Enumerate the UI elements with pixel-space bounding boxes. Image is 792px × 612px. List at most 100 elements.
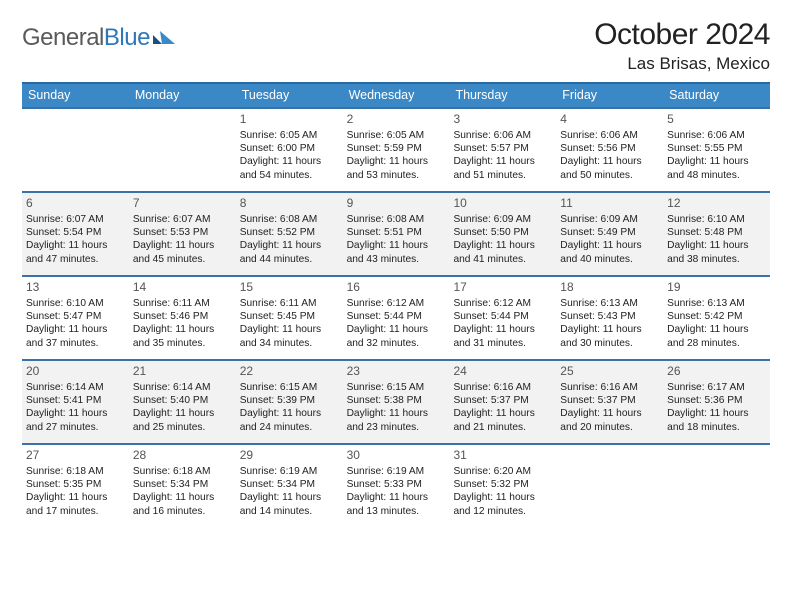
daylight-text: Daylight: 11 hours and 28 minutes. (667, 323, 766, 349)
location: Las Brisas, Mexico (594, 54, 770, 74)
day-number: 24 (453, 364, 552, 379)
daylight-text: Daylight: 11 hours and 27 minutes. (26, 407, 125, 433)
sunset-text: Sunset: 5:51 PM (347, 226, 446, 239)
day-number: 5 (667, 112, 766, 127)
month-title: October 2024 (594, 18, 770, 52)
header: GeneralBlue October 2024 Las Brisas, Mex… (22, 18, 770, 74)
sunset-text: Sunset: 5:50 PM (453, 226, 552, 239)
day-number: 22 (240, 364, 339, 379)
day-number: 15 (240, 280, 339, 295)
day-cell: 21Sunrise: 6:14 AMSunset: 5:40 PMDayligh… (129, 361, 236, 443)
daylight-text: Daylight: 11 hours and 25 minutes. (133, 407, 232, 433)
sunset-text: Sunset: 5:39 PM (240, 394, 339, 407)
daylight-text: Daylight: 11 hours and 44 minutes. (240, 239, 339, 265)
daylight-text: Daylight: 11 hours and 47 minutes. (26, 239, 125, 265)
title-block: October 2024 Las Brisas, Mexico (594, 18, 770, 74)
day-number: 21 (133, 364, 232, 379)
day-header: Sunday (22, 84, 129, 107)
sunset-text: Sunset: 5:44 PM (453, 310, 552, 323)
daylight-text: Daylight: 11 hours and 13 minutes. (347, 491, 446, 517)
sunset-text: Sunset: 5:45 PM (240, 310, 339, 323)
day-cell: 17Sunrise: 6:12 AMSunset: 5:44 PMDayligh… (449, 277, 556, 359)
sunrise-text: Sunrise: 6:19 AM (347, 465, 446, 478)
day-cell: 8Sunrise: 6:08 AMSunset: 5:52 PMDaylight… (236, 193, 343, 275)
sunrise-text: Sunrise: 6:08 AM (240, 213, 339, 226)
daylight-text: Daylight: 11 hours and 23 minutes. (347, 407, 446, 433)
day-cell (663, 445, 770, 527)
day-number: 9 (347, 196, 446, 211)
day-cell: 26Sunrise: 6:17 AMSunset: 5:36 PMDayligh… (663, 361, 770, 443)
day-cell: 28Sunrise: 6:18 AMSunset: 5:34 PMDayligh… (129, 445, 236, 527)
day-cell: 14Sunrise: 6:11 AMSunset: 5:46 PMDayligh… (129, 277, 236, 359)
day-number: 12 (667, 196, 766, 211)
day-number: 30 (347, 448, 446, 463)
sunset-text: Sunset: 5:55 PM (667, 142, 766, 155)
daylight-text: Daylight: 11 hours and 51 minutes. (453, 155, 552, 181)
logo-text-1: General (22, 24, 104, 52)
sunset-text: Sunset: 5:57 PM (453, 142, 552, 155)
day-cell: 23Sunrise: 6:15 AMSunset: 5:38 PMDayligh… (343, 361, 450, 443)
day-cell: 19Sunrise: 6:13 AMSunset: 5:42 PMDayligh… (663, 277, 770, 359)
day-cell: 16Sunrise: 6:12 AMSunset: 5:44 PMDayligh… (343, 277, 450, 359)
day-cell: 25Sunrise: 6:16 AMSunset: 5:37 PMDayligh… (556, 361, 663, 443)
sunset-text: Sunset: 5:34 PM (240, 478, 339, 491)
day-cell: 11Sunrise: 6:09 AMSunset: 5:49 PMDayligh… (556, 193, 663, 275)
day-number: 27 (26, 448, 125, 463)
sunrise-text: Sunrise: 6:13 AM (560, 297, 659, 310)
sunset-text: Sunset: 5:54 PM (26, 226, 125, 239)
sunset-text: Sunset: 5:34 PM (133, 478, 232, 491)
sunrise-text: Sunrise: 6:09 AM (453, 213, 552, 226)
daylight-text: Daylight: 11 hours and 32 minutes. (347, 323, 446, 349)
sunset-text: Sunset: 5:35 PM (26, 478, 125, 491)
daylight-text: Daylight: 11 hours and 48 minutes. (667, 155, 766, 181)
sunrise-text: Sunrise: 6:19 AM (240, 465, 339, 478)
day-cell: 20Sunrise: 6:14 AMSunset: 5:41 PMDayligh… (22, 361, 129, 443)
day-cell: 13Sunrise: 6:10 AMSunset: 5:47 PMDayligh… (22, 277, 129, 359)
sunset-text: Sunset: 5:59 PM (347, 142, 446, 155)
sunrise-text: Sunrise: 6:15 AM (347, 381, 446, 394)
week-row: 6Sunrise: 6:07 AMSunset: 5:54 PMDaylight… (22, 191, 770, 275)
week-row: 13Sunrise: 6:10 AMSunset: 5:47 PMDayligh… (22, 275, 770, 359)
day-cell: 24Sunrise: 6:16 AMSunset: 5:37 PMDayligh… (449, 361, 556, 443)
sunrise-text: Sunrise: 6:12 AM (347, 297, 446, 310)
sunset-text: Sunset: 5:42 PM (667, 310, 766, 323)
sunrise-text: Sunrise: 6:10 AM (667, 213, 766, 226)
calendar-body: 1Sunrise: 6:05 AMSunset: 6:00 PMDaylight… (22, 107, 770, 527)
day-header: Monday (129, 84, 236, 107)
day-number: 26 (667, 364, 766, 379)
daylight-text: Daylight: 11 hours and 34 minutes. (240, 323, 339, 349)
day-cell: 9Sunrise: 6:08 AMSunset: 5:51 PMDaylight… (343, 193, 450, 275)
daylight-text: Daylight: 11 hours and 17 minutes. (26, 491, 125, 517)
sunrise-text: Sunrise: 6:20 AM (453, 465, 552, 478)
logo-text-2: Blue (104, 24, 150, 52)
sunset-text: Sunset: 5:38 PM (347, 394, 446, 407)
sunset-text: Sunset: 5:36 PM (667, 394, 766, 407)
day-cell: 31Sunrise: 6:20 AMSunset: 5:32 PMDayligh… (449, 445, 556, 527)
day-cell: 10Sunrise: 6:09 AMSunset: 5:50 PMDayligh… (449, 193, 556, 275)
day-number: 2 (347, 112, 446, 127)
sunset-text: Sunset: 5:47 PM (26, 310, 125, 323)
sunrise-text: Sunrise: 6:06 AM (560, 129, 659, 142)
day-number: 16 (347, 280, 446, 295)
day-cell: 15 Sunrise: 6:11 AMSunset: 5:45 PMDayligh… (236, 277, 343, 359)
day-number: 28 (133, 448, 232, 463)
week-row: 1Sunrise: 6:05 AMSunset: 6:00 PMDaylight… (22, 107, 770, 191)
day-number: 19 (667, 280, 766, 295)
daylight-text: Daylight: 11 hours and 37 minutes. (26, 323, 125, 349)
sunrise-text: Sunrise: 6:11 AM (240, 297, 339, 310)
day-cell: 3Sunrise: 6:06 AMSunset: 5:57 PMDaylight… (449, 109, 556, 191)
day-cell: 12Sunrise: 6:10 AMSunset: 5:48 PMDayligh… (663, 193, 770, 275)
day-cell: 5Sunrise: 6:06 AMSunset: 5:55 PMDaylight… (663, 109, 770, 191)
day-number: 11 (560, 196, 659, 211)
sunrise-text: Sunrise: 6:09 AM (560, 213, 659, 226)
day-cell: 2Sunrise: 6:05 AMSunset: 5:59 PMDaylight… (343, 109, 450, 191)
daylight-text: Daylight: 11 hours and 31 minutes. (453, 323, 552, 349)
daylight-text: Daylight: 11 hours and 16 minutes. (133, 491, 232, 517)
logo: GeneralBlue (22, 24, 175, 52)
sunrise-text: Sunrise: 6:07 AM (26, 213, 125, 226)
day-cell: 4Sunrise: 6:06 AMSunset: 5:56 PMDaylight… (556, 109, 663, 191)
daylight-text: Daylight: 11 hours and 40 minutes. (560, 239, 659, 265)
week-row: 27Sunrise: 6:18 AMSunset: 5:35 PMDayligh… (22, 443, 770, 527)
day-number: 25 (560, 364, 659, 379)
sunset-text: Sunset: 5:56 PM (560, 142, 659, 155)
